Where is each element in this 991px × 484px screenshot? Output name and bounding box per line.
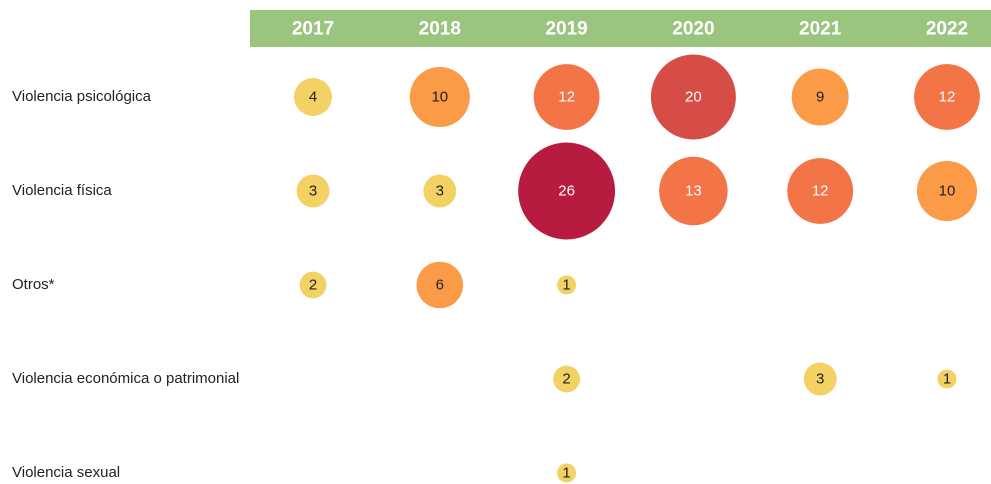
bubble [916,160,978,222]
bubble [423,174,457,208]
header-band [250,10,991,47]
bubble-label: 2 [562,371,570,388]
bubble-label: 4 [309,89,317,106]
row-label: Violencia física [12,182,112,199]
bubble [803,362,837,396]
bubble [937,369,957,389]
row-label: Violencia económica o patrimonial [12,370,240,387]
row-label: Violencia psicológica [12,88,151,105]
bubble [557,275,577,295]
bubble [416,261,464,309]
bubble-label: 13 [685,183,702,200]
bubble [553,365,581,393]
bubble [659,156,728,226]
bubble-label: 12 [558,89,575,106]
bubble [557,463,577,483]
bubble-label: 10 [431,89,448,106]
bubble [294,78,332,116]
bubble [914,64,980,130]
bubble-label: 3 [436,183,444,200]
bubble-label: 6 [436,277,444,294]
bubble-label: 12 [812,183,829,200]
bubble [296,174,330,208]
bubble [791,68,849,126]
bubble-label: 10 [939,183,956,200]
bubble [299,271,327,299]
column-header: 2021 [799,19,842,40]
row-label: Violencia sexual [12,464,121,481]
column-header: 2017 [292,19,334,40]
bubble [518,142,616,240]
bubble-label: 26 [558,183,575,200]
bubble [409,66,470,128]
bubble-label: 2 [309,277,317,294]
bubble-label: 9 [816,89,824,106]
bubble-label: 1 [943,371,951,388]
bubble-label: 1 [562,465,570,482]
bubble-label: 3 [309,183,317,200]
bubble-label: 1 [562,277,570,294]
bubble-label: 20 [685,89,702,106]
bubble [650,54,736,140]
column-header: 2020 [672,19,714,40]
bubble [787,158,854,224]
bubble-label: 3 [816,371,824,388]
bubble [533,64,600,130]
column-header: 2022 [926,19,968,40]
bubble-label: 12 [939,89,956,106]
row-label: Otros* [12,276,55,293]
column-header: 2019 [545,19,587,40]
column-header: 2018 [419,19,461,40]
